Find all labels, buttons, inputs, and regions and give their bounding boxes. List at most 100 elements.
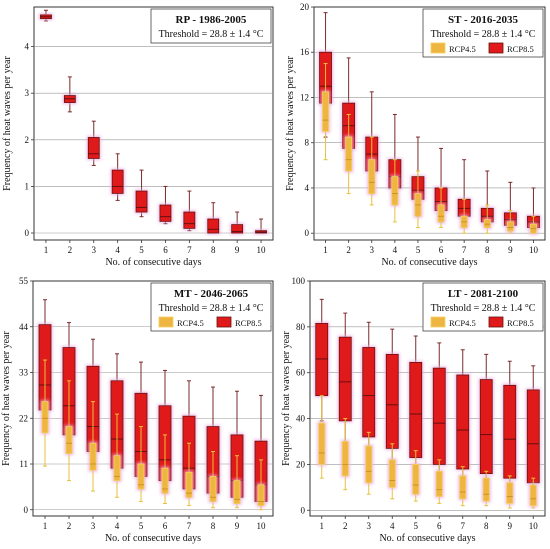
box-iqr [318, 422, 326, 465]
box-rcp45-3 [367, 136, 377, 206]
x-tick-label: 5 [414, 521, 419, 531]
chart-panel-4: 0 20 40 60 80 100 1 2 3 4 5 6 7 8 9 10 No. of consecutiv… [281, 276, 546, 544]
box-rcp85-7 [182, 190, 197, 232]
box-rcp45-4 [112, 413, 122, 498]
box-iqr [135, 190, 148, 213]
legend-label-rcp85: RCP8.5 [235, 318, 262, 328]
x-tick-label: 5 [139, 521, 144, 531]
x-tick-label: 2 [346, 245, 351, 255]
legend-swatch-rcp85 [488, 42, 504, 54]
box-rcp45-7 [184, 442, 194, 507]
box-rcp45-8 [208, 451, 218, 509]
y-tick-label: 60 [296, 368, 306, 378]
box-rcp85-2 [337, 312, 353, 442]
plot-frame [33, 6, 274, 241]
box-rcp85-8 [206, 202, 221, 235]
legend-label-rcp85: RCP8.5 [507, 44, 534, 54]
x-tick-label: 1 [44, 245, 49, 255]
x-tick-label: 9 [235, 245, 240, 255]
box-iqr [482, 477, 490, 502]
x-tick-label: 8 [484, 521, 489, 531]
box-iqr [479, 379, 493, 474]
x-tick-label: 7 [462, 245, 467, 255]
y-axis-label: Frequency of heat waves per year [1, 331, 12, 466]
box-iqr [459, 475, 467, 500]
box-iqr [209, 476, 217, 502]
box-iqr [385, 353, 399, 449]
box-rcp85-6 [431, 342, 447, 477]
y-axis-label: Frequency of heat waves per year [281, 331, 292, 466]
x-tick-label: 5 [416, 245, 421, 255]
box-iqr [456, 374, 470, 470]
box-rcp85-3 [86, 120, 101, 166]
y-tick-label: 22 [19, 413, 28, 423]
box-iqr [315, 323, 329, 397]
x-tick-label: 1 [43, 521, 48, 531]
y-tick-label: 0 [25, 228, 30, 238]
box-rcp45-10 [256, 459, 266, 511]
box-iqr [322, 91, 329, 132]
x-tick-label: 8 [211, 245, 216, 255]
box-iqr [257, 484, 265, 507]
box-rcp85-1 [38, 9, 53, 22]
legend-label-rcp85: RCP8.5 [507, 318, 534, 328]
y-tick-label: 55 [19, 276, 29, 286]
box-iqr [345, 136, 353, 172]
x-tick-label: 10 [529, 521, 539, 531]
x-tick-label: 3 [370, 245, 375, 255]
title-box-frame [150, 8, 272, 44]
box-rcp45-8 [481, 470, 491, 507]
x-tick-label: 2 [67, 521, 72, 531]
box-iqr [159, 204, 172, 222]
box-iqr [113, 455, 121, 482]
series-rcp85 [314, 298, 541, 491]
box-rcp45-5 [413, 170, 423, 229]
box-rcp45-3 [88, 401, 98, 492]
x-tick-label: 1 [323, 245, 328, 255]
box-iqr [506, 221, 514, 232]
box-rcp85-10 [254, 218, 269, 235]
box-rcp45-1 [317, 395, 327, 479]
x-tick-label: 7 [187, 245, 192, 255]
box-iqr [388, 459, 396, 488]
box-rcp85-5 [134, 169, 149, 218]
box-rcp85-2 [62, 76, 77, 113]
title-box: LT - 2081-2100 Threshold = 28.8 ± 1.4 °C R… [422, 282, 544, 332]
series-rcp45 [321, 63, 538, 235]
x-tick-label: 6 [437, 521, 442, 531]
x-tick-label: 10 [257, 521, 267, 531]
x-tick-label: 6 [163, 521, 168, 531]
x-tick-label: 3 [91, 521, 96, 531]
box-iqr [432, 367, 446, 465]
chart-title: RP - 1986-2005 [176, 14, 247, 26]
x-tick-label: 7 [461, 521, 466, 531]
y-tick-label: 2 [25, 135, 30, 145]
box-iqr [89, 442, 97, 471]
box-rcp85-5 [408, 335, 424, 470]
box-rcp45-7 [458, 466, 468, 507]
chart-title: LT - 2081-2100 [448, 288, 519, 300]
x-axis-label: No. of consecutive days [105, 257, 201, 268]
box-rcp45-1 [321, 63, 331, 161]
box-rcp85-8 [478, 353, 494, 486]
y-tick-label: 16 [300, 47, 310, 57]
legend-label-rcp45: RCP4.5 [449, 44, 476, 54]
x-tick-label: 10 [257, 245, 267, 255]
y-axis-label: Frequency of heat waves per year [285, 56, 296, 191]
box-rcp85-4 [384, 328, 400, 463]
title-box: MT - 2046-2065 Threshold = 28.8 ± 1.4 °C R… [150, 282, 272, 332]
box-rcp45-9 [505, 210, 515, 234]
chart-panel-1: 0 1 2 3 4 1 2 3 4 5 6 7 8 9 10 No. of consecutive days F… [2, 6, 274, 268]
box-iqr [341, 441, 349, 477]
legend-swatch-rcp45 [158, 316, 174, 328]
box-iqr [529, 484, 537, 507]
y-tick-label: 44 [19, 322, 29, 332]
x-tick-label: 5 [139, 245, 144, 255]
y-tick-label: 40 [296, 414, 306, 424]
box-rcp45-2 [340, 418, 350, 491]
chart-title: ST - 2016-2035 [448, 14, 519, 26]
box-rcp45-4 [390, 159, 400, 223]
box-rcp45-6 [436, 187, 446, 229]
